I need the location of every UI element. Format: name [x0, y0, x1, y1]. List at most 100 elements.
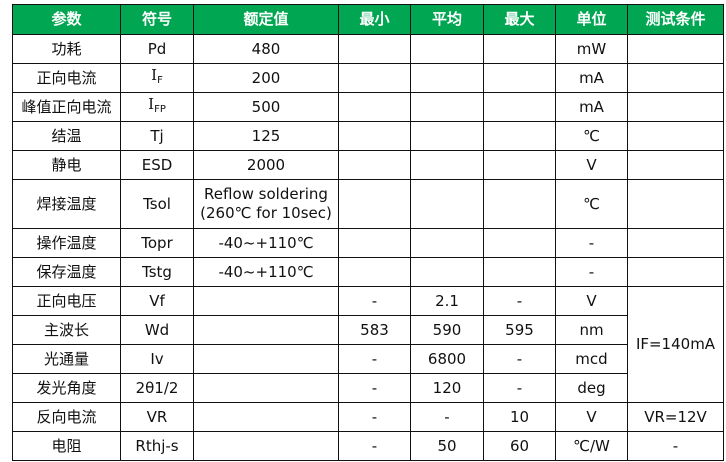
cell-condition: IF=140mA: [627, 286, 724, 403]
cell-max: 60: [483, 431, 556, 461]
cell-unit: mcd: [555, 344, 628, 374]
symbol-main: I: [151, 66, 158, 84]
table-row: 静电 ESD 2000 V: [12, 150, 724, 180]
rated-line-2: (260℃ for 10sec): [200, 204, 332, 222]
cell-rated: 200: [193, 63, 339, 93]
rated-line-1: Reflow soldering: [204, 185, 328, 203]
header-condition: 测试条件: [627, 4, 724, 35]
cell-symbol: Tj: [120, 121, 194, 151]
symbol-main: I: [148, 95, 155, 113]
cell-symbol: ESD: [120, 150, 194, 180]
cell-param: 峰值正向电流: [12, 92, 121, 122]
cell-min: -: [338, 402, 411, 432]
cell-condition: [627, 228, 724, 258]
cell-avg: 6800: [410, 344, 484, 374]
cell-param: 发光角度: [12, 373, 121, 403]
cell-symbol: Tsol: [120, 179, 194, 229]
header-max: 最大: [483, 4, 556, 35]
cell-unit: nm: [555, 315, 628, 345]
cell-unit: mA: [555, 63, 628, 93]
cell-param: 保存温度: [12, 257, 121, 287]
cell-rated: Reflow soldering (260℃ for 10sec): [193, 179, 339, 229]
cell-rated: [193, 315, 339, 345]
cell-max: [483, 34, 556, 64]
cell-param: 焊接温度: [12, 179, 121, 229]
cell-max: [483, 63, 556, 93]
cell-symbol: Iv: [120, 344, 194, 374]
cell-avg: [410, 92, 484, 122]
cell-unit: ℃: [555, 121, 628, 151]
cell-symbol: IF: [120, 63, 194, 93]
symbol-subscript: FP: [154, 104, 166, 115]
cell-rated: [193, 402, 339, 432]
cell-condition: [627, 257, 724, 287]
cell-unit: V: [555, 150, 628, 180]
cell-unit: ℃/W: [555, 431, 628, 461]
header-row: 参数 符号 额定值 最小 平均 最大 单位 测试条件: [12, 4, 724, 35]
cell-avg: [410, 34, 484, 64]
cell-param: 静电: [12, 150, 121, 180]
cell-max: [483, 179, 556, 229]
cell-avg: 590: [410, 315, 484, 345]
cell-param: 结温: [12, 121, 121, 151]
cell-unit: V: [555, 402, 628, 432]
cell-avg: 120: [410, 373, 484, 403]
cell-param: 正向电压: [12, 286, 121, 316]
cell-rated: [193, 286, 339, 316]
cell-min: -: [338, 286, 411, 316]
cell-param: 主波长: [12, 315, 121, 345]
cell-condition: [627, 121, 724, 151]
table-row: 功耗 Pd 480 mW: [12, 34, 724, 64]
header-unit: 单位: [555, 4, 628, 35]
cell-min: [338, 150, 411, 180]
cell-min: -: [338, 373, 411, 403]
header-param: 参数: [12, 4, 121, 35]
symbol-subscript: F: [157, 75, 163, 86]
cell-max: -: [483, 286, 556, 316]
cell-max: -: [483, 373, 556, 403]
cell-min: [338, 179, 411, 229]
cell-symbol: 2θ1/2: [120, 373, 194, 403]
specs-table: 参数 符号 额定值 最小 平均 最大 单位 测试条件 功耗 Pd 480 mW 正向电流…: [12, 4, 724, 461]
table-row: 结温 Tj 125 ℃: [12, 121, 724, 151]
cell-rated: 2000: [193, 150, 339, 180]
table-row: 电阻 Rthj-s -50 60 ℃/W -: [12, 431, 724, 461]
cell-unit: mA: [555, 92, 628, 122]
cell-max: -: [483, 344, 556, 374]
table-row: 保存温度 Tstg -40~+110℃ -: [12, 257, 724, 287]
cell-param: 光通量: [12, 344, 121, 374]
table-row: 发光角度 2θ1/2-120- deg: [12, 373, 724, 403]
cell-rated: -40~+110℃: [193, 257, 339, 287]
table-row: 正向电压 Vf -2.1- V IF=140mA: [12, 286, 724, 403]
cell-min: [338, 63, 411, 93]
header-min: 最小: [338, 4, 411, 35]
cell-min: [338, 228, 411, 258]
cell-symbol: Tstg: [120, 257, 194, 287]
cell-min: [338, 121, 411, 151]
cell-unit: mW: [555, 34, 628, 64]
table-row: 操作温度 Topr -40~+110℃ -: [12, 228, 724, 258]
cell-symbol: Vf: [120, 286, 194, 316]
cell-param: 电阻: [12, 431, 121, 461]
cell-avg: -: [410, 402, 484, 432]
header-symbol: 符号: [120, 4, 194, 35]
cell-avg: 2.1: [410, 286, 484, 316]
cell-max: [483, 257, 556, 287]
cell-symbol: Pd: [120, 34, 194, 64]
cell-symbol: Topr: [120, 228, 194, 258]
table-row: 主波长 Wd 583 590 595 nm: [12, 315, 724, 345]
cell-rated: [193, 373, 339, 403]
cell-condition: -: [627, 431, 724, 461]
cell-rated: -40~+110℃: [193, 228, 339, 258]
cell-condition: [627, 150, 724, 180]
header-rated: 额定值: [193, 4, 339, 35]
table-row: 焊接温度 Tsol Reflow soldering (260℃ for 10sec)…: [12, 179, 724, 229]
cell-symbol: Wd: [120, 315, 194, 345]
cell-symbol: IFP: [120, 92, 194, 122]
cell-condition: [627, 92, 724, 122]
cell-min: [338, 34, 411, 64]
cell-min: [338, 92, 411, 122]
cell-max: [483, 121, 556, 151]
cell-param: 反向电流: [12, 402, 121, 432]
table-row: 反向电流 VR - -10 V VR=12V: [12, 402, 724, 432]
